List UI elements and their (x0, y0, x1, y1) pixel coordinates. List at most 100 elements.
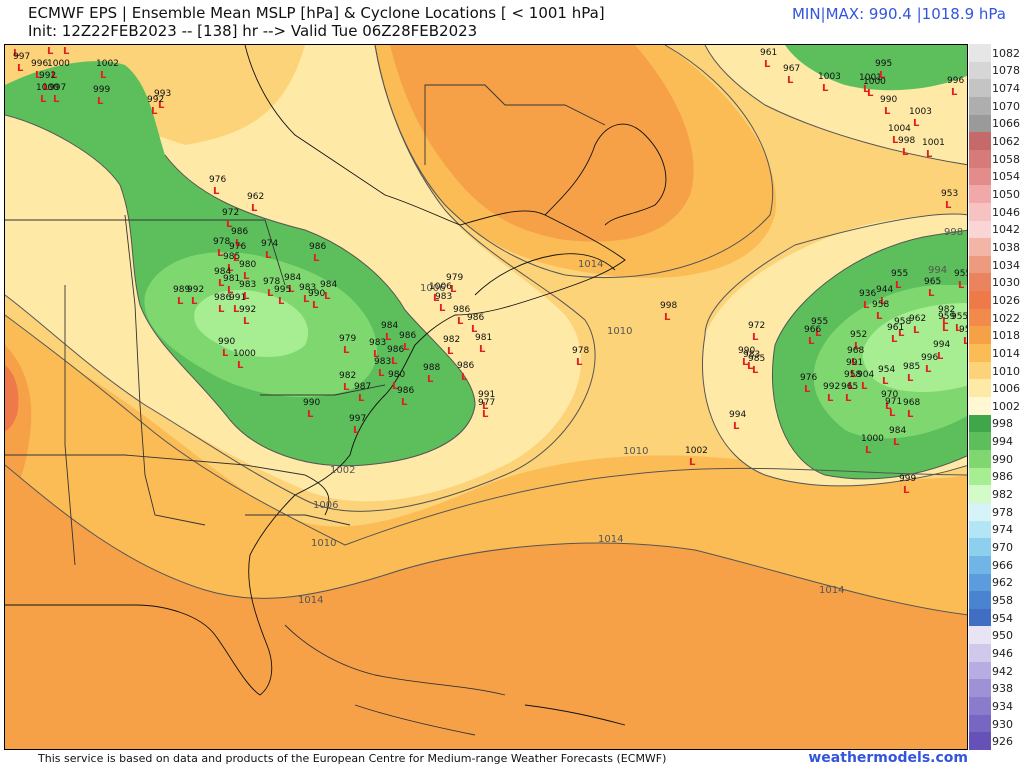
low-symbol: L (942, 323, 949, 334)
cyclone-pressure-label: 984 (320, 280, 337, 290)
low-symbol: L (848, 381, 855, 392)
colorbar-swatch (969, 714, 991, 733)
cyclone-pressure-label: 997 (349, 414, 366, 424)
cyclone-pressure-label: 994 (933, 340, 950, 350)
isobar-1006-ne (704, 45, 967, 166)
contour-label: 1014 (298, 595, 323, 606)
cyclone-pressure-label: 990 (218, 337, 235, 347)
cyclone-pressure-label: 978 (572, 346, 589, 356)
cyclone-pressure-label: 952 (850, 330, 867, 340)
low-symbol: L (865, 445, 872, 456)
contour-label: 994 (928, 265, 947, 276)
colorbar-label: 1018 (992, 329, 1020, 343)
cyclone-pressure-label: 1000 (47, 59, 70, 69)
cyclone-pressure-label: 995 (875, 59, 892, 69)
colorbar-label: 938 (992, 682, 1013, 696)
cyclone-pressure-label: 999 (899, 474, 916, 484)
colorbar-label: 1058 (992, 152, 1020, 166)
contour-label: 1010 (311, 538, 336, 549)
colorbar-swatch (969, 432, 991, 451)
colorbar-label: 930 (992, 717, 1013, 731)
colorbar-label: 942 (992, 664, 1013, 678)
colorbar-label: 926 (992, 735, 1013, 749)
cyclone-pressure-label: 990 (880, 95, 897, 105)
low-symbol: L (218, 304, 225, 315)
low-symbol: L (884, 106, 891, 117)
cyclone-pressure-label: 999 (93, 85, 110, 95)
cyclone-pressure-label: 992 (239, 305, 256, 315)
low-symbol: L (233, 253, 240, 264)
colorbar-swatch (969, 697, 991, 716)
cyclone-pressure-label: 970 (881, 390, 898, 400)
colorbar-swatch (969, 608, 991, 627)
low-symbol: L (903, 485, 910, 496)
low-symbol: L (391, 356, 398, 367)
low-symbol: L (876, 311, 883, 322)
isobar-1006-east (702, 334, 967, 487)
ecmwf-credit: This service is based on data and produc… (38, 752, 667, 765)
cyclone-pressure-label: 968 (847, 346, 864, 356)
isobar-lines (5, 45, 967, 616)
cyclone-pressure-label: 983 (239, 280, 256, 290)
cyclone-pressure-label: 980 (239, 260, 256, 270)
cyclone-pressure-label: 991 (229, 293, 246, 303)
colorbar-swatch (969, 485, 991, 504)
cyclone-pressure-label: 986 (309, 242, 326, 252)
low-symbol: L (879, 70, 886, 81)
cyclone-pressure-label: 961 (760, 48, 777, 58)
colorbar-swatch (969, 96, 991, 116)
contour-label: 1010 (623, 446, 648, 457)
low-symbol: L (358, 393, 365, 404)
cyclone-pressure-label: 979 (339, 334, 356, 344)
low-symbol: L (457, 316, 464, 327)
brand-link[interactable]: weathermodels.com (808, 750, 968, 766)
forecast-map[interactable]: 1014 1010 1006 1002 998 994 1010 1006 10… (4, 44, 968, 750)
cyclone-pressure-label: 982 (339, 371, 356, 381)
low-symbol: L (891, 334, 898, 345)
cyclone-pressure-label: 962 (247, 192, 264, 202)
low-symbol: L (40, 94, 47, 105)
low-symbol: L (100, 70, 107, 81)
cyclone-pressure-label: 986 (457, 361, 474, 371)
cyclone-pressure-label: 997 (13, 52, 30, 62)
cyclone-pressure-label: 984 (889, 426, 906, 436)
low-symbol: L (913, 118, 920, 129)
colorbar-swatch (969, 308, 991, 327)
low-symbol: L (482, 401, 489, 412)
colorbar-label: 1010 (992, 364, 1020, 378)
cyclone-pressure-label: 992 (39, 71, 56, 81)
low-symbol: L (893, 437, 900, 448)
isobar-1006 (5, 45, 596, 512)
low-symbol: L (942, 316, 949, 327)
cyclone-pressure-label: 983 (299, 283, 316, 293)
cyclone-pressure-label: 978 (213, 237, 230, 247)
cyclone-pressure-label: 944 (876, 285, 893, 295)
colorbar-swatch (969, 555, 991, 574)
cyclone-pressure-label: 972 (748, 321, 765, 331)
cyclone-pressure-label: 985 (748, 354, 765, 364)
low-symbol: L (447, 346, 454, 357)
